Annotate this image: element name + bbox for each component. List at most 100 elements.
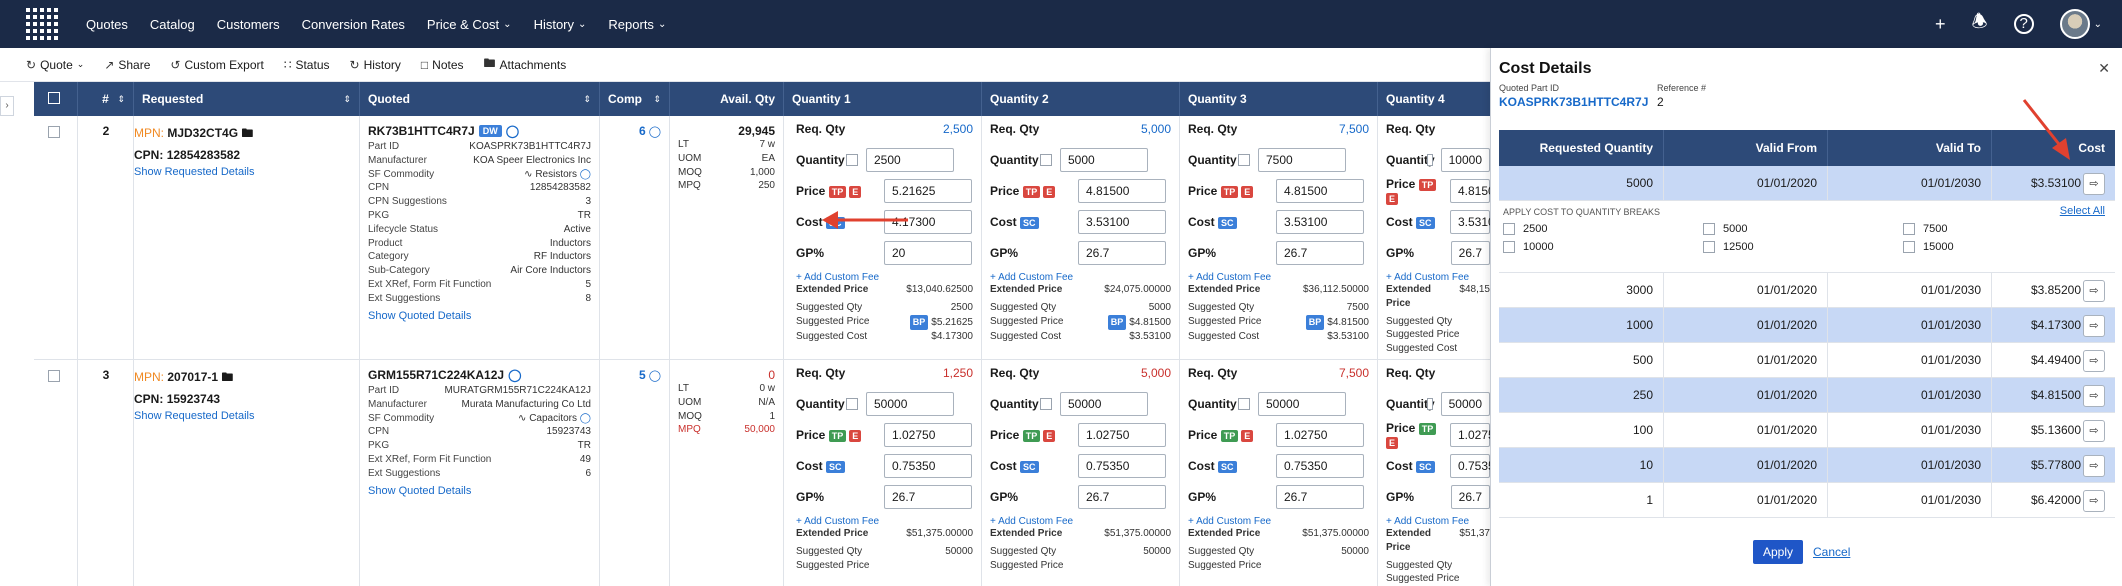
add-custom-fee-link[interactable]: + Add Custom Fee — [1386, 272, 1470, 283]
requested-mpn[interactable]: 207017-1 — [167, 370, 219, 384]
apply-cost-icon[interactable]: ⇨ — [2083, 350, 2105, 372]
quantity-input[interactable]: 50000 — [866, 391, 954, 416]
requested-mpn[interactable]: MJD32CT4G — [167, 126, 239, 140]
break-checkbox[interactable] — [1903, 241, 1915, 254]
apply-cost-icon[interactable]: ⇨ — [2083, 315, 2105, 337]
break-checkbox[interactable] — [1503, 223, 1515, 236]
nav-catalog[interactable]: Catalog — [149, 16, 195, 32]
price-input[interactable]: 1.02750 — [1078, 422, 1166, 447]
quantity-input[interactable]: 50000 — [1440, 391, 1490, 416]
sc-badge[interactable]: SC — [1416, 216, 1435, 229]
quantity-checkbox[interactable] — [1426, 153, 1433, 166]
quoted-part-id-link[interactable]: KOASPRK73B1HTTC4R7J — [1499, 95, 1649, 109]
break-checkbox[interactable] — [1503, 241, 1515, 254]
tp-badge[interactable]: TP — [828, 429, 847, 442]
gp-input[interactable]: 26.7 — [1276, 240, 1364, 265]
close-icon[interactable]: ✕ — [2098, 60, 2110, 76]
apply-cost-icon[interactable]: ⇨ — [2083, 385, 2105, 407]
sc-badge[interactable]: SC — [1020, 216, 1039, 229]
nav-price-cost[interactable]: Price & Cost ⌄ — [426, 16, 512, 32]
gp-input[interactable]: 26.7 — [1450, 484, 1490, 509]
add-custom-fee-link[interactable]: + Add Custom Fee — [1188, 516, 1272, 527]
gp-input[interactable]: 26.7 — [1078, 484, 1166, 509]
cancel-link[interactable]: Cancel — [1813, 545, 1851, 559]
apply-cost-icon[interactable]: ⇨ — [2083, 173, 2105, 195]
header-quoted[interactable]: Quoted ⇕ — [360, 82, 600, 116]
apply-cost-icon[interactable]: ⇨ — [2083, 420, 2105, 442]
break-checkbox[interactable] — [1703, 241, 1715, 254]
break-option[interactable]: 7500 — [1903, 223, 1947, 236]
price-input[interactable]: 5.21625 — [884, 178, 972, 203]
add-custom-fee-link[interactable]: + Add Custom Fee — [1386, 516, 1470, 527]
help-icon[interactable]: ? — [2013, 14, 2034, 34]
cost-row[interactable]: 3000 01/01/2020 01/01/2030 $3.85200 ⇨ — [1499, 273, 2115, 308]
bell-icon[interactable]: 🕭 — [1971, 11, 1988, 31]
add-custom-fee-link[interactable]: + Add Custom Fee — [990, 516, 1074, 527]
notes-button[interactable]: □ Notes — [420, 57, 464, 72]
quantity-input[interactable]: 2500 — [866, 147, 954, 172]
break-option[interactable]: 10000 — [1503, 241, 1554, 254]
e-badge[interactable]: E — [1043, 185, 1056, 198]
nav-reports[interactable]: Reports ⌄ — [608, 16, 667, 32]
gp-input[interactable]: 26.7 — [1078, 240, 1166, 265]
sidebar-expand-toggle[interactable]: › — [0, 96, 14, 116]
apply-cost-icon[interactable]: ⇨ — [2083, 280, 2105, 302]
quoted-part-number[interactable]: RK73B1HTTC4R7J — [368, 124, 475, 138]
nav-quotes[interactable]: Quotes — [86, 16, 128, 32]
header-num[interactable]: # ⇕ — [78, 82, 134, 116]
quote-menu-button[interactable]: ↻ Quote ⌄ — [26, 57, 85, 72]
nav-conversion-rates[interactable]: Conversion Rates — [301, 16, 405, 32]
gp-input[interactable]: 26.7 — [1276, 484, 1364, 509]
break-option[interactable]: 12500 — [1703, 241, 1754, 254]
select-all-checkbox[interactable] — [48, 92, 60, 104]
tp-badge[interactable]: TP — [1220, 429, 1239, 442]
gp-input[interactable]: 26.7 — [884, 484, 972, 509]
cost-row[interactable]: 500 01/01/2020 01/01/2030 $4.49400 ⇨ — [1499, 343, 2115, 378]
cost-row[interactable]: 10 01/01/2020 01/01/2030 $5.77800 ⇨ — [1499, 448, 2115, 483]
e-badge[interactable]: E — [1241, 185, 1254, 198]
tp-badge[interactable]: TP — [1418, 422, 1437, 435]
price-input[interactable]: 1.02750 — [1450, 422, 1490, 447]
quantity-checkbox[interactable] — [846, 397, 858, 410]
add-custom-fee-link[interactable]: + Add Custom Fee — [796, 272, 880, 283]
cost-input[interactable]: 0.75350 — [1276, 453, 1364, 478]
sc-badge[interactable]: SC — [1218, 216, 1237, 229]
break-option[interactable]: 15000 — [1903, 241, 1954, 254]
attachments-button[interactable]: 🖿 Attachments — [484, 54, 567, 75]
quantity-checkbox[interactable] — [1040, 153, 1052, 166]
header-avail-qty[interactable]: Avail. Qty — [670, 82, 784, 116]
price-input[interactable]: 1.02750 — [884, 422, 972, 447]
add-custom-fee-link[interactable]: + Add Custom Fee — [796, 516, 880, 527]
show-quoted-details-link[interactable]: Show Quoted Details — [368, 484, 472, 497]
cost-input[interactable]: 3.53100 — [1276, 209, 1364, 234]
add-custom-fee-link[interactable]: + Add Custom Fee — [990, 272, 1074, 283]
e-badge[interactable]: E — [1043, 429, 1056, 442]
break-checkbox[interactable] — [1703, 223, 1715, 236]
nav-customers[interactable]: Customers — [216, 16, 280, 32]
header-comp[interactable]: Comp ⇕ — [600, 82, 670, 116]
tp-badge[interactable]: TP — [1022, 429, 1041, 442]
cost-input[interactable]: 0.75350 — [884, 453, 972, 478]
apply-cost-icon[interactable]: ⇨ — [2083, 490, 2105, 512]
cost-row[interactable]: 1 01/01/2020 01/01/2030 $6.42000 ⇨ — [1499, 483, 2115, 518]
plus-icon[interactable]: + — [1934, 13, 1946, 34]
history-button[interactable]: ↻ History — [349, 57, 401, 72]
cost-input[interactable]: 3.53100 — [1078, 209, 1166, 234]
row-checkbox[interactable] — [48, 370, 60, 382]
custom-export-button[interactable]: ↺ Custom Export — [170, 57, 264, 72]
quantity-input[interactable]: 50000 — [1060, 391, 1148, 416]
price-input[interactable]: 4.81500 — [1078, 178, 1166, 203]
e-badge[interactable]: E — [849, 185, 862, 198]
sc-badge[interactable]: SC — [826, 460, 845, 473]
tp-badge[interactable]: TP — [828, 185, 847, 198]
show-requested-details-link[interactable]: Show Requested Details — [134, 166, 255, 178]
show-requested-details-link[interactable]: Show Requested Details — [134, 410, 255, 422]
folder-icon[interactable]: 🖿 — [241, 126, 254, 140]
apply-cost-icon[interactable]: ⇨ — [2083, 455, 2105, 477]
e-badge[interactable]: E — [1241, 429, 1254, 442]
cost-row[interactable]: 100 01/01/2020 01/01/2030 $5.13600 ⇨ — [1499, 413, 2115, 448]
e-badge[interactable]: E — [849, 429, 862, 442]
comp-count[interactable]: 5 — [638, 368, 646, 382]
quantity-input[interactable]: 5000 — [1060, 147, 1148, 172]
quantity-checkbox[interactable] — [1040, 397, 1052, 410]
